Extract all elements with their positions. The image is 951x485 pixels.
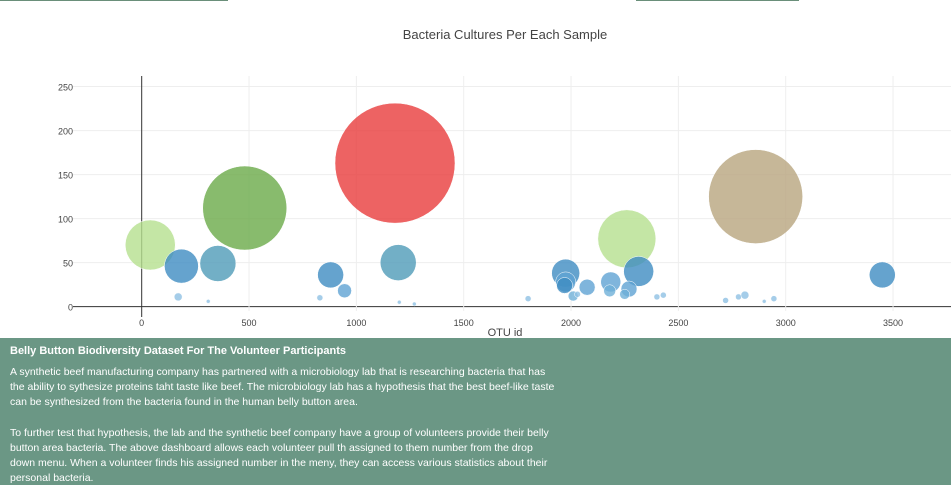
chart-title: Bacteria Cultures Per Each Sample [403, 27, 607, 42]
bubble-point[interactable] [574, 291, 581, 298]
y-tick-label: 150 [58, 171, 73, 181]
bubble-point[interactable] [603, 284, 616, 298]
bubble-point[interactable] [761, 299, 767, 304]
bubble-point[interactable] [623, 256, 654, 287]
bubble-point[interactable] [334, 102, 456, 224]
bubble-point[interactable] [524, 295, 532, 302]
x-tick-label: 1500 [454, 318, 474, 328]
bubble-point[interactable] [199, 245, 237, 282]
bubble-point[interactable] [164, 248, 199, 284]
bubble-point[interactable] [397, 299, 402, 305]
x-tick-label: 500 [242, 318, 257, 328]
y-tick-label: 250 [58, 83, 73, 93]
bubble-point[interactable] [619, 289, 630, 300]
bubble-point[interactable] [337, 283, 352, 299]
top-accent-line-right [636, 0, 799, 1]
bubble-point[interactable] [556, 277, 573, 294]
y-tick-label: 50 [63, 259, 73, 269]
bubble-point[interactable] [660, 291, 667, 299]
bubble-point[interactable] [379, 244, 417, 281]
x-tick-label: 0 [139, 318, 144, 328]
bubble-point[interactable] [735, 293, 742, 301]
bubble-point[interactable] [770, 295, 778, 302]
x-tick-label: 3000 [776, 318, 796, 328]
bubble-point[interactable] [653, 293, 661, 301]
bubble-point[interactable] [173, 292, 183, 302]
bubble-chart[interactable]: 0 50 100 150 200 250 0 500 1000 1500 2000 2500 3000 3… [0, 0, 951, 338]
bubble-point[interactable] [205, 299, 211, 304]
bubble-point[interactable] [202, 165, 287, 251]
info-paragraph-1: A synthetic beef manufacturing company h… [10, 366, 555, 408]
top-accent-line-left [0, 0, 228, 1]
bubble-point[interactable] [316, 294, 324, 302]
x-tick-label: 1000 [346, 318, 366, 328]
x-tick-label: 2000 [561, 318, 581, 328]
chart-bubbles [125, 102, 896, 307]
bubble-point[interactable] [412, 301, 417, 307]
x-tick-label: 3500 [883, 318, 903, 328]
info-title: Belly Button Biodiversity Dataset For Th… [10, 345, 346, 357]
bubble-point[interactable] [722, 297, 729, 304]
info-panel: Belly Button Biodiversity Dataset For Th… [0, 338, 951, 485]
bubble-point[interactable] [708, 149, 803, 244]
bubble-point[interactable] [578, 278, 596, 296]
x-tick-label: 2500 [668, 318, 688, 328]
bubble-point[interactable] [869, 261, 896, 289]
bubble-point[interactable] [740, 290, 750, 300]
x-axis-label: OTU id [488, 327, 523, 338]
bubble-point[interactable] [317, 261, 344, 289]
y-tick-label: 100 [58, 215, 73, 225]
y-tick-label: 200 [58, 127, 73, 137]
y-tick-label: 0 [68, 303, 73, 313]
info-paragraph-2: To further test that hypothesis, the lab… [10, 427, 549, 484]
bubble-point[interactable] [125, 219, 176, 271]
